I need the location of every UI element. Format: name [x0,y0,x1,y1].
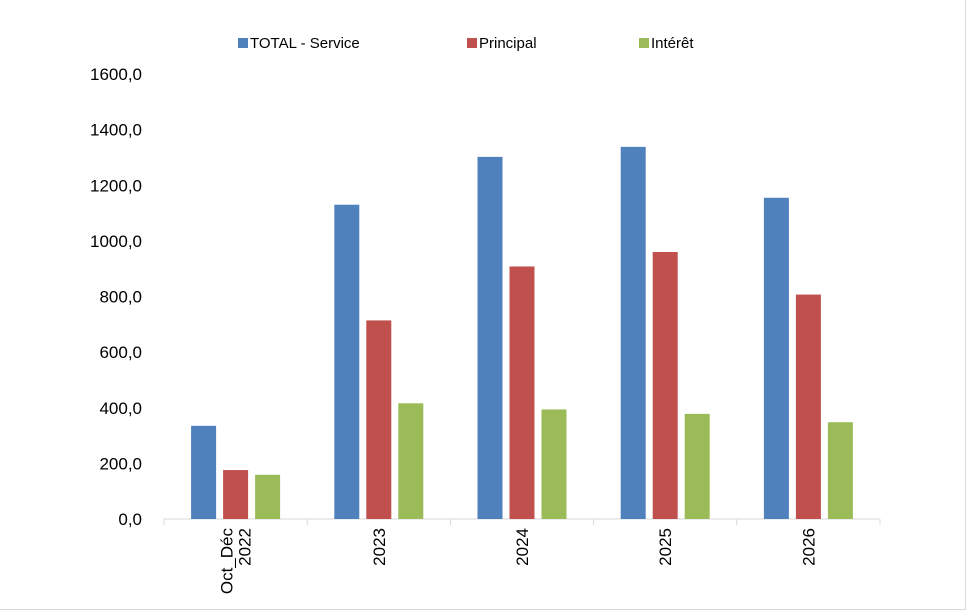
bar-1-0 [223,470,249,519]
x-tick-label: 2025 [656,528,675,566]
x-axis: Oct_Déc 2022 2023 2024 2025 2026 [163,518,881,595]
legend-label-0: TOTAL - Service [250,35,360,52]
legend-swatch-0 [238,38,248,48]
bar-0-0 [191,425,217,519]
bar-2-1 [398,403,424,519]
bar-2-0 [255,474,281,519]
y-tick-label: 0,0 [118,510,142,529]
bars [191,146,853,519]
x-tick-label: Oct_Déc [218,528,237,595]
legend-label-1: Principal [479,35,537,52]
x-tick-label: 2022 [236,528,255,566]
legend: TOTAL - Service Principal Intérêt [238,35,694,52]
legend-label-2: Intérêt [651,35,694,52]
y-tick-label: 600,0 [99,343,142,362]
legend-swatch-2 [639,38,649,48]
bar-1-4 [795,294,821,519]
bar-2-4 [827,422,853,519]
bar-2-3 [684,413,710,519]
bar-1-1 [366,320,392,519]
y-tick-label: 1400,0 [90,121,142,140]
bar-2-2 [541,409,567,519]
bar-0-4 [763,197,789,519]
x-tick-label: 2024 [513,528,532,566]
y-tick-label: 1600,0 [90,65,142,84]
y-tick-label: 400,0 [99,399,142,418]
bar-1-2 [509,266,535,519]
y-tick-label: 1000,0 [90,232,142,251]
x-tick-label: 2023 [370,528,389,566]
legend-swatch-1 [467,38,477,48]
y-tick-label: 800,0 [99,288,142,307]
bar-1-3 [652,252,678,519]
bar-0-2 [477,156,503,519]
y-tick-label: 1200,0 [90,176,142,195]
bar-0-1 [334,204,360,519]
y-tick-label: 200,0 [99,454,142,473]
x-tick-label: 2026 [799,528,818,566]
y-axis: 0,0 200,0 400,0 600,0 800,0 1000,0 1200,0 1400,… [90,65,142,529]
bar-0-3 [620,146,646,519]
